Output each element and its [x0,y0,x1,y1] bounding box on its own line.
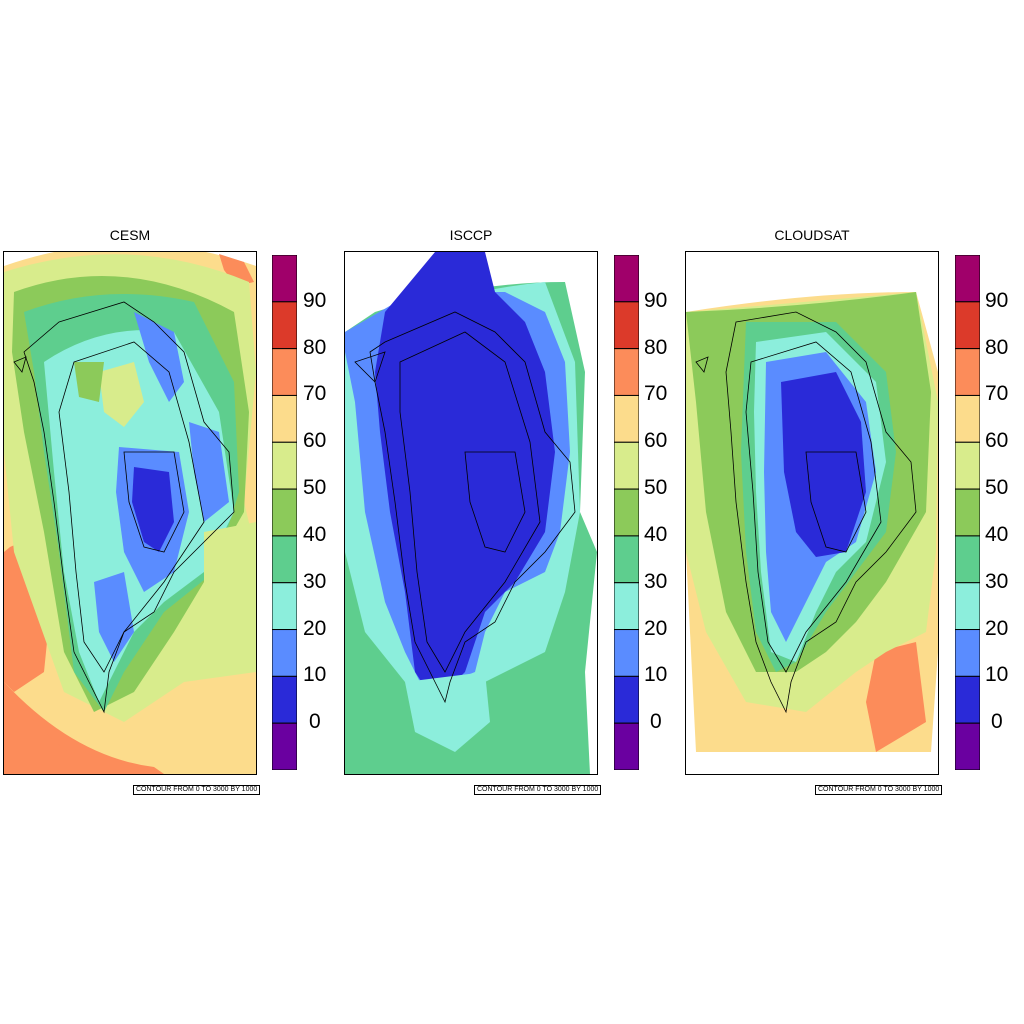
colorbar-tick-label: 70 [985,382,1009,406]
colorbar-tick-label: 60 [303,429,327,453]
colorbar-tick-label: 0 [650,710,662,734]
colorbar-tick-label: 40 [303,522,327,546]
colorbar-tick-label: 30 [644,569,668,593]
colorbar-segment [955,348,980,396]
colorbar-segment [955,441,980,490]
colorbar-tick-label: 40 [985,522,1009,546]
colorbar-segment [272,301,297,350]
contour-note-cesm: CONTOUR FROM 0 TO 3000 BY 1000 [133,785,261,795]
colorbar-tick-label: 0 [309,710,321,734]
colorbar-segment [955,629,980,677]
colorbar-tick-label: 10 [985,663,1009,687]
colorbar-segment [955,301,980,350]
colorbar-tick-label: 30 [985,569,1009,593]
colorbar-segment [614,535,639,584]
panel-title-cloudsat: CLOUDSAT [774,227,850,243]
contour-note-cloudsat: CONTOUR FROM 0 TO 3000 BY 1000 [815,785,943,795]
colorbar-tick-label: 50 [985,476,1009,500]
contour-note-isccp: CONTOUR FROM 0 TO 3000 BY 1000 [474,785,602,795]
colorbar-tick-label: 20 [985,616,1009,640]
colorbar-segment [272,488,297,537]
colorbar-tick-label: 70 [303,382,327,406]
colorbar-segment [272,255,297,303]
colorbar-segment [272,394,297,443]
colorbar-tick-label: 80 [303,335,327,359]
colorbar-segment [614,255,639,303]
colorbar-segment [272,582,297,631]
colorbar-segment [614,582,639,631]
colorbar-segment [614,394,639,443]
colorbar-segment [614,722,639,770]
colorbar-segment [614,675,639,724]
colorbar-tick-label: 10 [303,663,327,687]
colorbar-tick-label: 60 [985,429,1009,453]
colorbar-segment [614,441,639,490]
map-isccp [344,251,598,775]
colorbar-segment [955,394,980,443]
colorbar-tick-label: 0 [991,710,1003,734]
colorbar-segment [955,675,980,724]
colorbar-segment [272,675,297,724]
panel-title-cesm: CESM [109,227,151,243]
map-cloudsat [685,251,939,775]
colorbar-isccp [614,255,639,770]
colorbar-segment [272,348,297,396]
colorbar-tick-label: 20 [303,616,327,640]
colorbar-tick-label: 60 [644,429,668,453]
colorbar-segment [272,722,297,770]
panel-title-isccp: ISCCP [449,227,493,243]
colorbar-tick-label: 50 [644,476,668,500]
colorbar-segment [955,255,980,303]
colorbar-tick-label: 40 [644,522,668,546]
colorbar-tick-label: 80 [644,335,668,359]
colorbar-segment [955,582,980,631]
colorbar-cloudsat [955,255,980,770]
colorbar-tick-label: 70 [644,382,668,406]
colorbar-tick-label: 10 [644,663,668,687]
colorbar-tick-label: 90 [644,288,668,312]
colorbar-segment [272,441,297,490]
colorbar-cesm [272,255,297,770]
map-cesm [3,251,257,775]
colorbar-tick-label: 50 [303,476,327,500]
colorbar-segment [272,629,297,677]
colorbar-segment [955,722,980,770]
colorbar-tick-label: 80 [985,335,1009,359]
colorbar-segment [955,488,980,537]
colorbar-segment [614,488,639,537]
colorbar-segment [272,535,297,584]
colorbar-segment [614,301,639,350]
colorbar-tick-label: 90 [985,288,1009,312]
colorbar-tick-label: 90 [303,288,327,312]
colorbar-segment [614,348,639,396]
colorbar-segment [614,629,639,677]
colorbar-segment [955,535,980,584]
colorbar-tick-label: 20 [644,616,668,640]
colorbar-tick-label: 30 [303,569,327,593]
